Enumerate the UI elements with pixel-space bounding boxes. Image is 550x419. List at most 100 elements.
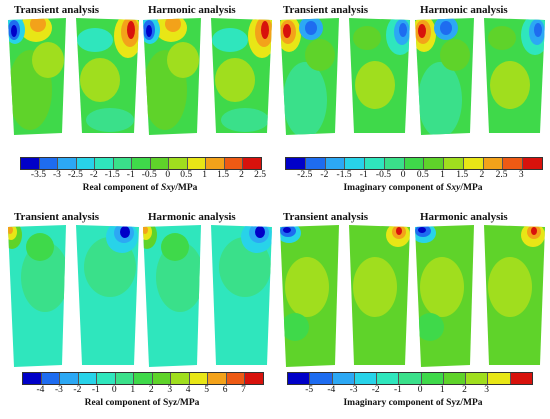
colorbar-swatch — [510, 373, 532, 384]
colorbar — [20, 157, 262, 170]
colorbar-swatch — [132, 158, 151, 169]
blade-harmonic-ps — [484, 18, 545, 133]
blade-contour-maps — [8, 18, 272, 135]
colorbar-tick-label: 1.5 — [217, 170, 229, 180]
colorbar-tick-label: -2 — [320, 170, 329, 180]
transient-heading: Transient analysis — [14, 4, 100, 16]
colorbar-swatch — [21, 158, 40, 169]
colorbar-swatch — [443, 373, 467, 384]
colorbar-tick-label: -4 — [327, 385, 336, 395]
colorbar-swatch — [463, 158, 484, 169]
colorbar-swatch — [286, 158, 306, 169]
colorbar-tick-label: 1 — [440, 170, 445, 180]
blade-harmonic-ss — [415, 225, 474, 367]
blade-harmonic-ss — [415, 18, 474, 135]
colorbar-tick-label: 0 — [417, 385, 423, 395]
harmonic-heading: Harmonic analysis — [148, 4, 236, 16]
blade-transient-ps — [76, 18, 139, 133]
blade-harmonic-ps — [211, 225, 272, 365]
colorbar-tick-label: -4 — [36, 385, 45, 395]
colorbar-tick-label: -1.5 — [336, 170, 352, 180]
panel-imag-sxy: Transient analysis Harmonic analysis — [275, 0, 550, 200]
colorbar-tick-label: 5 — [204, 385, 209, 395]
colorbar-swatch — [488, 373, 511, 384]
colorbar-swatch — [23, 373, 42, 384]
colorbar-tick-label: 2 — [239, 170, 244, 180]
colorbar-swatch — [41, 373, 61, 384]
blade-transient-ss — [280, 18, 339, 135]
colorbar-swatch — [95, 158, 114, 169]
colorbar-caption: Imaginary component of Sxy/MPa — [343, 183, 483, 193]
colorbar-swatch — [243, 158, 261, 169]
colorbar-swatch — [466, 373, 489, 384]
colorbar-swatch — [150, 158, 170, 169]
blade-harmonic-ss — [143, 225, 201, 367]
colorbar-tick-label: 0.5 — [180, 170, 193, 180]
colorbar — [287, 372, 533, 385]
panel-imag-syz: Transient analysis Harmonic analysis — [275, 207, 550, 408]
colorbar-tick-label: -2 — [89, 170, 98, 180]
blade-contour-maps — [8, 225, 272, 367]
colorbar-swatch — [152, 373, 172, 384]
colorbar-swatch — [399, 373, 422, 384]
blade-transient-ss — [280, 225, 339, 367]
colorbar-tick-label: -1.5 — [104, 170, 120, 180]
colorbar-tick-label: -2.5 — [297, 170, 313, 180]
colorbar-tick-label: -3 — [349, 385, 358, 395]
colorbar-swatch — [424, 158, 445, 169]
colorbar-ticks: -3.5 -3 -2.5 -2 -1.5 -1 -0.5 0 0.5 1 1.5 2 2.5 — [20, 170, 266, 180]
colorbar-swatch — [404, 158, 425, 169]
colorbar-swatch — [483, 158, 504, 169]
colorbar-tick-label: 7 — [241, 385, 246, 395]
colorbar-swatch — [171, 373, 190, 384]
blade-harmonic-ps — [484, 225, 545, 365]
colorbar-tick-label: -1 — [393, 385, 402, 395]
colorbar-swatch — [169, 158, 188, 169]
blade-transient-ss — [8, 18, 66, 135]
colorbar-swatch — [384, 158, 405, 169]
harmonic-heading: Harmonic analysis — [420, 4, 508, 16]
colorbar-swatch — [444, 158, 464, 169]
colorbar-ticks: -2.5 -2 -1.5 -1 -0.5 0 0.5 1 1.5 2 2.5 3 — [285, 170, 541, 180]
colorbar-swatch — [208, 373, 227, 384]
colorbar-tick-label: -1 — [91, 385, 100, 395]
colorbar-tick-label: 2 — [462, 385, 467, 395]
colorbar-tick-label: -2 — [371, 385, 380, 395]
colorbar-ticks: -4 -3 -2 -1 0 1 2 3 4 5 6 7 — [22, 385, 262, 395]
colorbar-swatch — [97, 373, 116, 384]
colorbar-swatch — [78, 373, 98, 384]
colorbar-swatch — [365, 158, 385, 169]
colorbar-tick-label: 6 — [222, 385, 228, 395]
blade-transient-ps — [76, 225, 139, 365]
colorbar-tick-label: -3 — [52, 170, 61, 180]
colorbar-swatch — [305, 158, 326, 169]
colorbar-swatch — [325, 158, 346, 169]
colorbar-tick-label: 0 — [111, 385, 117, 395]
harmonic-heading: Harmonic analysis — [420, 211, 508, 223]
harmonic-heading: Harmonic analysis — [148, 211, 236, 223]
colorbar-caption: Real component of Sxy/MPa — [82, 183, 198, 193]
colorbar-swatch — [377, 373, 400, 384]
colorbar-swatch — [345, 158, 366, 169]
blade-transient-ps — [349, 18, 410, 133]
colorbar — [22, 372, 264, 385]
colorbar-tick-label: 0 — [165, 170, 171, 180]
colorbar-tick-label: -2 — [73, 385, 82, 395]
colorbar-swatch — [39, 158, 59, 169]
colorbar-tick-label: -1 — [359, 170, 368, 180]
colorbar-tick-label: 3 — [518, 170, 524, 180]
colorbar-tick-label: -1 — [126, 170, 135, 180]
colorbar-tick-label: 4 — [185, 385, 191, 395]
colorbar-swatch — [115, 373, 135, 384]
colorbar-swatch — [332, 373, 355, 384]
colorbar-tick-label: -0.5 — [375, 170, 391, 180]
colorbar-swatch — [421, 373, 444, 384]
blade-transient-ps — [349, 225, 410, 365]
blade-harmonic-ps — [211, 18, 272, 133]
colorbar-swatch — [76, 158, 96, 169]
transient-heading: Transient analysis — [283, 4, 369, 16]
colorbar-swatch — [226, 373, 246, 384]
colorbar-tick-label: -3.5 — [30, 170, 46, 180]
transient-heading: Transient analysis — [14, 211, 100, 223]
blade-contour-maps — [280, 225, 545, 367]
